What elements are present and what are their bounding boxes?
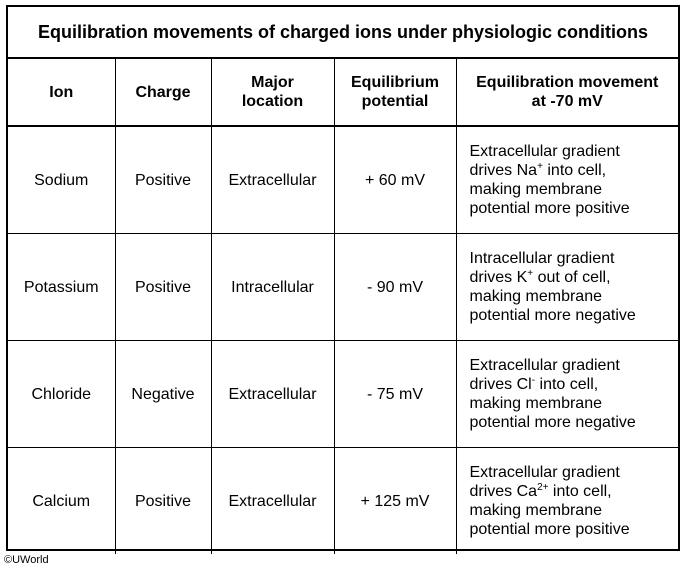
cell-location: Extracellular xyxy=(210,125,335,234)
movement-line4: potential more negative xyxy=(469,307,636,324)
cell-ion: Potassium xyxy=(8,233,116,341)
movement-line2-text: drives Ca xyxy=(469,483,538,500)
table-row-sodium: Sodium Positive Extracellular + 60 mV Ex… xyxy=(8,125,679,234)
cell-potential: - 75 mV xyxy=(333,340,457,448)
movement-line3: making membrane xyxy=(469,288,603,305)
cell-movement: Extracellular gradient drives Ca2+ into … xyxy=(455,447,679,554)
cell-charge: Negative xyxy=(114,340,212,448)
movement-line4: potential more negative xyxy=(469,414,636,431)
movement-line2: drives Ca2+ into cell, xyxy=(470,482,679,501)
table-row-potassium: Potassium Positive Intracellular - 90 mV… xyxy=(8,233,679,341)
movement-line1: Extracellular gradient xyxy=(469,357,620,374)
table-row-calcium: Calcium Positive Extracellular + 125 mV … xyxy=(8,447,679,554)
movement-line2-rest: out of cell, xyxy=(533,269,611,286)
movement-line3: making membrane xyxy=(469,502,603,519)
header-row: Ion Charge Major location Equilibrium po… xyxy=(8,59,678,127)
movement-line2: drives Cl- into cell, xyxy=(470,375,679,394)
ion-equilibration-table: Ion Charge Major location Equilibrium po… xyxy=(8,59,678,554)
cell-potential: + 60 mV xyxy=(333,125,457,234)
movement-line1: Extracellular gradient xyxy=(469,464,620,481)
cell-location: Extracellular xyxy=(210,340,335,448)
ion-charge-superscript: + xyxy=(537,161,543,172)
movement-line4: potential more positive xyxy=(469,521,630,538)
copyright-notice: ©UWorld xyxy=(4,554,49,566)
table-row-chloride: Chloride Negative Extracellular - 75 mV … xyxy=(8,340,679,448)
movement-line2-text: drives Cl xyxy=(469,376,532,393)
cell-charge: Positive xyxy=(114,125,212,234)
header-potential-line2: potential xyxy=(361,93,429,110)
header-movement-line2: at -70 mV xyxy=(531,93,603,110)
cell-potential: - 90 mV xyxy=(333,233,457,341)
cell-location: Extracellular xyxy=(210,447,335,554)
cell-potential: + 125 mV xyxy=(333,447,457,554)
movement-line2-rest: into cell, xyxy=(548,483,612,500)
cell-location: Intracellular xyxy=(210,233,335,341)
cell-ion: Chloride xyxy=(8,340,116,448)
movement-line3: making membrane xyxy=(469,181,603,198)
movement-line3: making membrane xyxy=(469,395,603,412)
header-movement: Equilibration movement at -70 mV xyxy=(455,59,678,127)
movement-line4: potential more positive xyxy=(469,200,630,217)
ion-charge-superscript: - xyxy=(531,375,536,386)
cell-movement: Intracellular gradient drives K+ out of … xyxy=(455,233,679,341)
cell-ion: Calcium xyxy=(8,447,116,554)
header-charge-label: Charge xyxy=(135,83,191,101)
movement-line2-rest: into cell, xyxy=(542,162,607,179)
movement-line2-rest: into cell, xyxy=(535,376,599,393)
header-charge: Charge xyxy=(114,59,212,127)
movement-line2: drives Na+ into cell, xyxy=(470,161,679,180)
header-ion-label: Ion xyxy=(49,83,74,101)
cell-movement: Extracellular gradient drives Cl- into c… xyxy=(455,340,679,448)
cell-charge: Positive xyxy=(114,233,212,341)
ion-table-frame: Equilibration movements of charged ions … xyxy=(6,5,680,554)
movement-line1: Intracellular gradient xyxy=(469,250,615,267)
movement-line1: Extracellular gradient xyxy=(469,143,620,160)
cell-charge: Positive xyxy=(114,447,212,554)
cell-ion: Sodium xyxy=(8,125,116,234)
ion-charge-superscript: + xyxy=(527,268,534,279)
header-movement-line1: Equilibration movement xyxy=(476,74,659,91)
header-location-line1: Major xyxy=(251,74,294,91)
movement-line2-text: drives Na xyxy=(469,162,538,179)
table-title: Equilibration movements of charged ions … xyxy=(8,7,678,59)
header-location: Major location xyxy=(210,59,335,127)
header-potential-line1: Equilibrium xyxy=(351,74,439,91)
header-potential: Equilibrium potential xyxy=(333,59,457,127)
cell-movement: Extracellular gradient drives Na+ into c… xyxy=(455,125,679,234)
movement-line2: drives K+ out of cell, xyxy=(470,268,679,287)
movement-line2-text: drives K xyxy=(469,269,528,286)
header-location-line2: location xyxy=(241,93,304,110)
header-ion: Ion xyxy=(8,59,116,127)
ion-charge-superscript: 2+ xyxy=(537,482,549,493)
